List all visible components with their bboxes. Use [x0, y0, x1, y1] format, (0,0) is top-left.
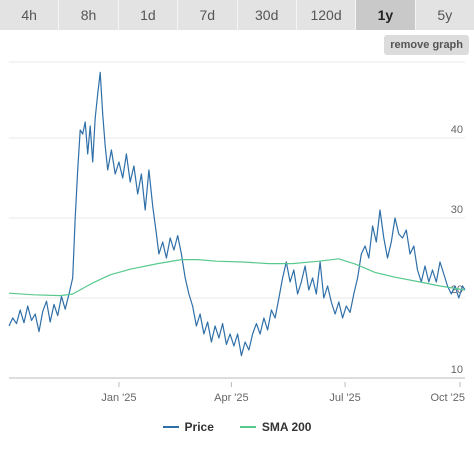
range-tab-120d[interactable]: 120d — [296, 0, 357, 30]
legend-swatch-price — [162, 426, 179, 428]
range-tab-4h[interactable]: 4h — [0, 0, 60, 30]
range-tabs: 4h 8h 1d 7d 30d 120d 1y 5y — [0, 0, 474, 30]
x-tick-label-1: Apr '25 — [214, 392, 249, 404]
remove-graph-button[interactable]: remove graph — [384, 35, 469, 55]
range-tab-8h[interactable]: 8h — [59, 0, 119, 30]
legend-item-price[interactable]: Price — [162, 420, 214, 434]
price-line — [8, 71, 466, 357]
sma-200-line — [8, 258, 466, 297]
y-tick-label-30: 30 — [451, 204, 463, 216]
range-tab-1d[interactable]: 1d — [118, 0, 179, 30]
x-tick-label-0: Jan '25 — [101, 392, 136, 404]
range-tab-7d[interactable]: 7d — [178, 0, 238, 30]
legend-swatch-sma — [239, 426, 256, 428]
y-tick-label-10: 10 — [451, 364, 463, 376]
range-tab-30d[interactable]: 30d — [237, 0, 297, 30]
range-tab-1y[interactable]: 1y — [356, 0, 416, 30]
legend-label-sma: SMA 200 — [261, 420, 312, 434]
range-tab-5y[interactable]: 5y — [415, 0, 474, 30]
legend-label-price: Price — [184, 420, 214, 434]
x-tick-label-2: Jul '25 — [329, 392, 360, 404]
chart-legend: Price SMA 200 — [0, 420, 474, 434]
x-tick-label-3: Oct '25 — [430, 392, 465, 404]
y-tick-label-40: 40 — [451, 124, 463, 136]
legend-item-sma[interactable]: SMA 200 — [239, 420, 312, 434]
